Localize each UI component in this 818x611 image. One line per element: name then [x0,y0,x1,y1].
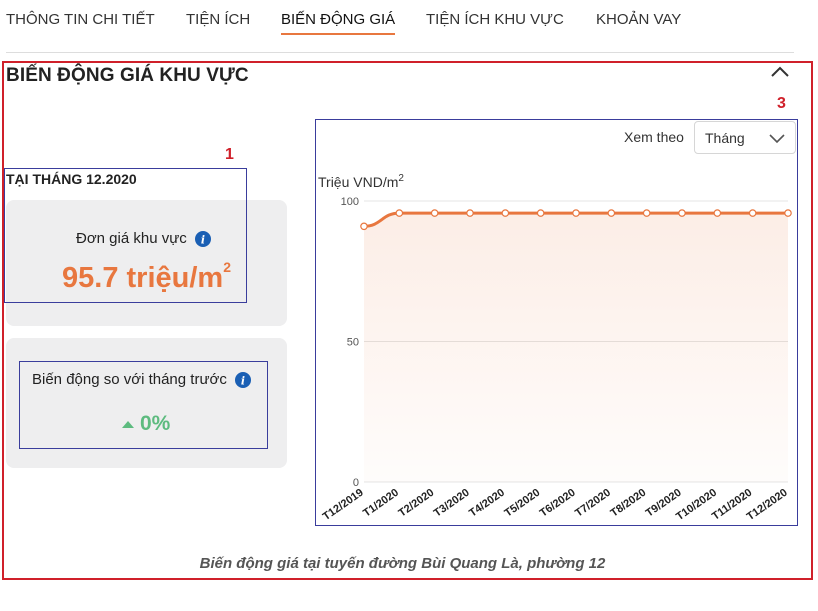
change-value-text: 0% [140,412,171,435]
data-point [430,209,439,217]
tab-bien-dong-gia-label: BIẾN ĐỘNG GIÁ [281,11,396,28]
annotation-frame-chart [315,119,798,526]
unit-price-number: 95.7 triệu/m [62,262,224,294]
price-chart: 0 50 100 T12/2019T1/2020T2/2020T3/2020T4/20… [321,196,792,523]
annotation-box-2 [19,361,268,449]
x-tick-label: T6/2020 [538,487,578,520]
annotation-frame-section [2,61,813,580]
change-label: Biến động so với tháng trước [32,371,227,388]
x-tick-label: T8/2020 [608,487,648,520]
tab-bien-dong-gia[interactable]: BIẾN ĐỘNG GIÁ [281,11,396,35]
change-card [6,338,287,468]
view-by-label: Xem theo [624,129,684,145]
series-area [364,213,788,482]
data-point [572,209,580,217]
y-axis-unit: Triệu VND/m2 [318,173,404,190]
y-axis-unit-text: Triệu VND/m [318,174,399,190]
x-tick-label: T4/2020 [467,487,507,520]
data-point [784,209,792,217]
data-point [678,209,686,217]
info-icon[interactable]: i [194,230,211,247]
x-tick-label: T7/2020 [573,487,613,520]
section-title: BIẾN ĐỘNG GIÁ KHU VỰC [6,65,249,86]
tab-bar: THÔNG TIN CHI TIẾT TIỆN ÍCH BIẾN ĐỘNG GI… [0,0,818,40]
unit-price-label-row: Đơn giá khu vực i [76,230,211,247]
x-tick-label: T5/2020 [502,487,542,520]
data-point [395,209,404,217]
x-tick-label: T2/2020 [396,487,436,520]
unit-price-label: Đơn giá khu vực [76,230,187,247]
active-tab-indicator [281,33,396,35]
data-point [360,222,368,231]
change-label-row: Biến động so với tháng trước i [32,371,251,388]
svg-text:i: i [241,374,245,387]
y-axis-unit-sup: 2 [398,173,404,184]
x-tick-label: T12/2019 [321,487,366,523]
chevron-up-icon[interactable] [770,64,790,80]
period-select[interactable]: Tháng [694,121,796,154]
data-point [713,209,722,217]
x-tick-label: T12/2020 [745,487,790,523]
y-tick-label: 0 [353,477,359,489]
unit-price-value: 95.7 triệu/m2 [62,259,231,295]
data-point [748,209,757,217]
x-tick-label: T3/2020 [432,487,472,520]
data-point [466,209,474,217]
x-tick-label: T1/2020 [361,487,401,520]
tab-khoan-vay[interactable]: KHOẢN VAY [596,11,682,28]
data-point [536,209,545,217]
chevron-down-icon [769,134,785,144]
change-value: 0% [122,412,170,436]
annotation-box-1 [4,168,247,303]
data-point [607,209,616,217]
y-tick-label: 50 [347,337,359,349]
annotation-number-3: 3 [777,95,786,112]
annotation-number-1: 1 [225,146,234,163]
tabs-divider [6,52,794,53]
data-point [501,209,510,217]
chart-caption: Biến động giá tại tuyến đường Bùi Quang … [199,555,606,572]
period-select-value: Tháng [705,130,745,146]
tab-tien-ich[interactable]: TIỆN ÍCH [186,11,251,28]
info-icon[interactable]: i [234,371,251,388]
month-label: TẠI THÁNG 12.2020 [6,171,137,187]
tab-thong-tin-chi-tiet[interactable]: THÔNG TIN CHI TIẾT [6,11,155,28]
unit-price-superscript: 2 [223,259,231,275]
data-point [642,209,651,217]
tab-tien-ich-khu-vuc[interactable]: TIỆN ÍCH KHU VỰC [426,11,564,28]
arrow-up-icon [122,420,134,428]
svg-text:i: i [201,233,205,246]
unit-price-card [6,200,287,326]
y-tick-label: 100 [341,196,359,208]
